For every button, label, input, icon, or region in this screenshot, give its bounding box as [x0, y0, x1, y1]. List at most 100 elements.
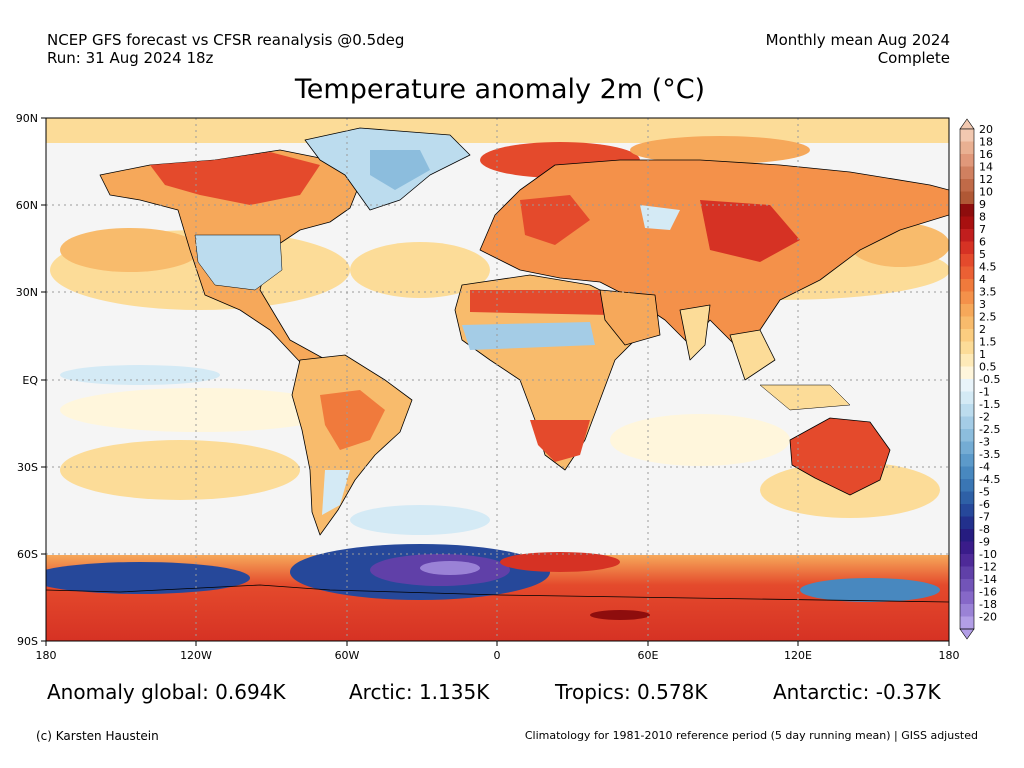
colorbar-label: -10	[979, 548, 997, 561]
colorbar-swatch	[960, 566, 974, 580]
colorbar-label: 2	[979, 323, 986, 336]
period-label: Monthly mean Aug 2024	[765, 31, 950, 49]
colorbar-swatch	[960, 354, 974, 367]
colorbar-label: -1.5	[979, 398, 1000, 411]
colorbar-swatch	[960, 191, 974, 205]
colorbar-label: -5	[979, 486, 990, 499]
colorbar-label: 3.5	[979, 286, 997, 299]
map-title: Temperature anomaly 2m (°C)	[294, 74, 706, 105]
lon-label: 180	[939, 649, 960, 662]
colorbar-swatch	[960, 541, 974, 555]
colorbar-label: 12	[979, 173, 993, 186]
colorbar-label: -2.5	[979, 423, 1000, 436]
colorbar-label: -20	[979, 611, 997, 624]
lat-label: 60S	[17, 548, 38, 561]
colorbar-label: -4	[979, 461, 990, 474]
colorbar-swatch	[960, 466, 974, 480]
graticule	[46, 118, 949, 641]
antarctic-anomaly: Antarctic: -0.37K	[773, 680, 941, 704]
southeast-asia	[729, 329, 776, 381]
colorbar-swatch	[960, 129, 974, 142]
colorbar-label: 4.5	[979, 261, 997, 274]
colorbar-swatch	[960, 529, 974, 542]
lon-label: 120E	[784, 649, 812, 662]
lon-label: 180	[36, 649, 57, 662]
colorbar-swatch	[960, 441, 974, 455]
colorbar-label: -7	[979, 511, 990, 524]
colorbar-swatch	[960, 516, 974, 530]
colorbar-swatch	[960, 166, 974, 180]
australia	[789, 417, 891, 496]
colorbar-label: -8	[979, 523, 990, 536]
header-left: NCEP GFS forecast vs CFSR reanalysis @0.…	[47, 31, 404, 67]
colorbar-label: -1	[979, 386, 990, 399]
colorbar-label: 6	[979, 236, 986, 249]
arabia	[599, 289, 661, 346]
colorbar-swatch	[960, 591, 974, 605]
colorbar-swatch	[960, 266, 974, 280]
colorbar-min-arrow	[959, 628, 975, 640]
colorbar-label: -0.5	[979, 373, 1000, 386]
colorbar-swatch	[960, 341, 974, 355]
colorbar: 201816141210987654.543.532.521.510.5-0.5…	[959, 118, 1000, 640]
colorbar-swatch	[960, 504, 974, 517]
colorbar-label: -3.5	[979, 448, 1000, 461]
colorbar-swatch	[960, 154, 974, 167]
colorbar-swatch	[960, 141, 974, 155]
lon-label: 0	[494, 649, 501, 662]
status-label: Complete	[877, 49, 950, 67]
colorbar-label: 3	[979, 298, 986, 311]
ross-sea-cold-anomaly	[46, 562, 250, 594]
colorbar-swatch	[960, 304, 974, 317]
north-america-cool-anomaly	[194, 234, 283, 291]
colorbar-label: 1.5	[979, 336, 997, 349]
lat-label: 90S	[17, 635, 38, 648]
arctic-anomaly: Arctic: 1.135K	[349, 680, 490, 704]
colorbar-label: 10	[979, 186, 993, 199]
header-right: Monthly mean Aug 2024 Complete	[766, 31, 950, 67]
colorbar-label: -12	[979, 561, 997, 574]
colorbar-swatch	[960, 329, 974, 342]
colorbar-label: 2.5	[979, 311, 997, 324]
indonesia	[759, 384, 851, 411]
longitude-labels: 180 120W 60W 0 60E 120E 180	[36, 649, 960, 662]
global-anomaly: Anomaly global: 0.694K	[47, 680, 286, 704]
colorbar-swatch	[960, 241, 974, 255]
lon-label: 120W	[180, 649, 212, 662]
colorbar-swatch	[960, 179, 974, 192]
colorbar-swatch	[960, 366, 974, 380]
colorbar-swatch	[960, 254, 974, 267]
climatology-note: Climatology for 1981-2010 reference peri…	[524, 729, 978, 742]
colorbar-swatch	[960, 404, 974, 417]
lat-label: 30S	[17, 461, 38, 474]
colorbar-swatch	[960, 291, 974, 305]
colorbar-label: 18	[979, 136, 993, 149]
colorbar-label: -3	[979, 436, 990, 449]
colorbar-label: 7	[979, 223, 986, 236]
colorbar-label: 4	[979, 273, 986, 286]
colorbar-label: 9	[979, 198, 986, 211]
lat-label: 90N	[16, 112, 38, 125]
lon-label: 60W	[335, 649, 360, 662]
colorbar-label: -18	[979, 598, 997, 611]
lat-label: 60N	[16, 199, 38, 212]
tropics-anomaly: Tropics: 0.578K	[555, 680, 708, 704]
colorbar-label: -16	[979, 586, 997, 599]
colorbar-swatch	[960, 391, 974, 405]
colorbar-max-arrow	[959, 118, 975, 130]
colorbar-swatch	[960, 616, 974, 630]
colorbar-label: 1	[979, 348, 986, 361]
colorbar-swatch	[960, 554, 974, 567]
colorbar-label: 20	[979, 123, 993, 136]
latitude-labels: 90N 60N 30N EQ 30S 60S 90S	[16, 112, 39, 648]
colorbar-label: -6	[979, 498, 990, 511]
colorbar-swatch	[960, 316, 974, 330]
colorbar-label: 16	[979, 148, 993, 161]
colorbar-swatch	[960, 454, 974, 467]
colorbar-swatch	[960, 604, 974, 617]
colorbar-label: 8	[979, 211, 986, 224]
colorbar-label: -4.5	[979, 473, 1000, 486]
colorbar-swatch	[960, 479, 974, 492]
map-field	[46, 118, 949, 641]
